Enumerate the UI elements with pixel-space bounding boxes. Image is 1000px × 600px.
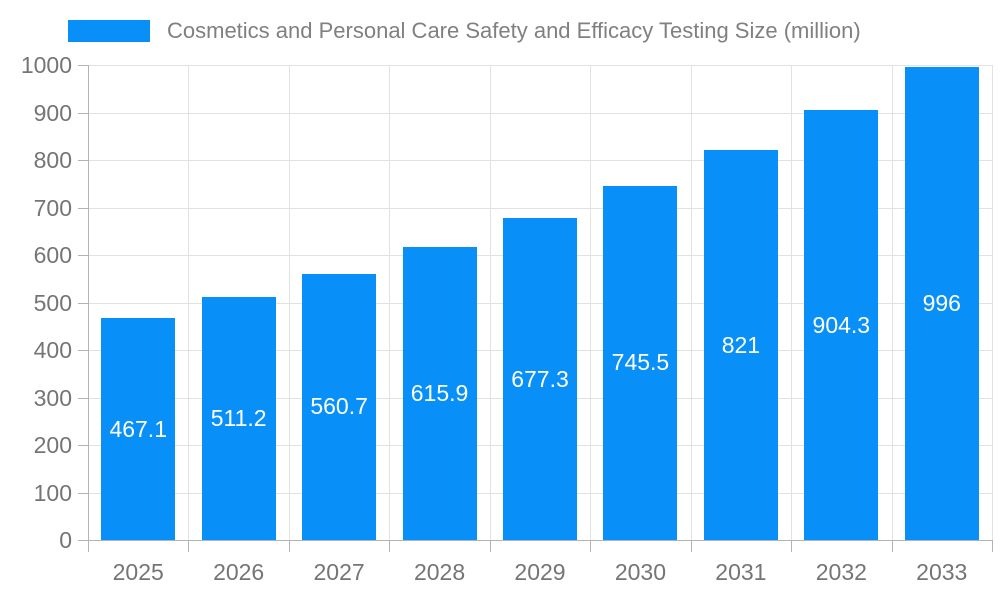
x-gridline — [389, 65, 391, 540]
bar[interactable]: 467.1 — [101, 318, 176, 540]
x-gridline — [188, 65, 190, 540]
x-gridline — [590, 65, 592, 540]
x-tick — [188, 540, 190, 552]
bar[interactable]: 996 — [904, 66, 979, 540]
y-tick-label: 500 — [33, 289, 72, 316]
bar-value-label: 677.3 — [511, 365, 569, 392]
y-gridline — [88, 112, 992, 114]
x-tick — [489, 540, 491, 552]
y-tick — [78, 350, 88, 351]
y-tick-label: 700 — [33, 194, 72, 221]
bar[interactable]: 821 — [703, 150, 778, 540]
y-tick — [78, 445, 88, 446]
y-tick-label: 400 — [33, 337, 72, 363]
y-gridline — [88, 65, 992, 66]
x-gridline — [791, 65, 793, 540]
x-tick — [992, 540, 993, 552]
x-gridline — [489, 65, 491, 540]
x-tick — [590, 540, 592, 552]
legend-swatch[interactable] — [68, 20, 150, 42]
x-tick — [288, 540, 290, 552]
bar-value-label: 615.9 — [410, 380, 469, 407]
x-tick — [88, 540, 89, 552]
y-tick-label: 200 — [33, 432, 72, 458]
x-gridline — [288, 65, 290, 540]
y-tick — [78, 160, 88, 161]
bar[interactable]: 511.2 — [201, 297, 276, 540]
x-tick-label: 2025 — [112, 559, 164, 585]
bar[interactable]: 615.9 — [402, 247, 477, 540]
x-tick-label: 2027 — [313, 559, 365, 585]
bar[interactable]: 560.7 — [302, 273, 377, 540]
bar-value-label: 904.3 — [812, 311, 871, 338]
bar-value-label: 996 — [922, 289, 961, 316]
bar-value-label: 560.7 — [310, 393, 368, 420]
bar[interactable]: 677.3 — [503, 218, 577, 540]
x-axis-line — [88, 540, 992, 541]
x-tick — [791, 540, 793, 552]
y-gridline — [88, 207, 992, 209]
y-tick-label: 0 — [59, 527, 72, 553]
x-gridline — [891, 65, 893, 540]
y-tick — [78, 207, 88, 209]
y-tick-label: 300 — [33, 384, 72, 411]
y-tick — [78, 540, 88, 541]
y-tick — [78, 302, 88, 304]
y-tick — [78, 492, 88, 494]
y-tick — [78, 112, 88, 114]
bar[interactable]: 745.5 — [603, 185, 678, 540]
x-tick-label: 2031 — [715, 559, 767, 585]
x-tick — [389, 540, 391, 552]
bar[interactable]: 904.3 — [804, 110, 879, 540]
y-tick — [78, 397, 88, 399]
bar-value-label: 511.2 — [210, 405, 267, 432]
y-tick-label: 800 — [33, 147, 72, 173]
x-tick-label: 2028 — [413, 559, 466, 585]
bar-value-label: 821 — [721, 331, 761, 358]
x-tick — [690, 540, 692, 552]
x-tick-label: 2030 — [614, 559, 667, 585]
legend-label[interactable]: Cosmetics and Personal Care Safety and E… — [167, 18, 861, 43]
bar-value-label: 745.5 — [611, 349, 670, 376]
x-tick-label: 2029 — [514, 559, 566, 585]
y-tick — [78, 255, 88, 256]
y-tick-label: 600 — [33, 242, 72, 268]
y-tick-label: 100 — [33, 479, 72, 506]
bar-value-label: 467.1 — [109, 415, 167, 442]
y-axis-line — [88, 65, 89, 540]
y-tick — [78, 65, 88, 66]
x-tick-label: 2032 — [815, 559, 867, 585]
x-gridline — [992, 65, 993, 540]
x-tick-label: 2033 — [916, 559, 968, 585]
y-tick-label: 1000 — [20, 52, 72, 78]
y-tick-label: 900 — [33, 99, 72, 126]
x-tick-label: 2026 — [213, 559, 265, 585]
x-gridline — [690, 65, 692, 540]
y-gridline — [88, 160, 992, 161]
x-tick — [891, 540, 893, 552]
